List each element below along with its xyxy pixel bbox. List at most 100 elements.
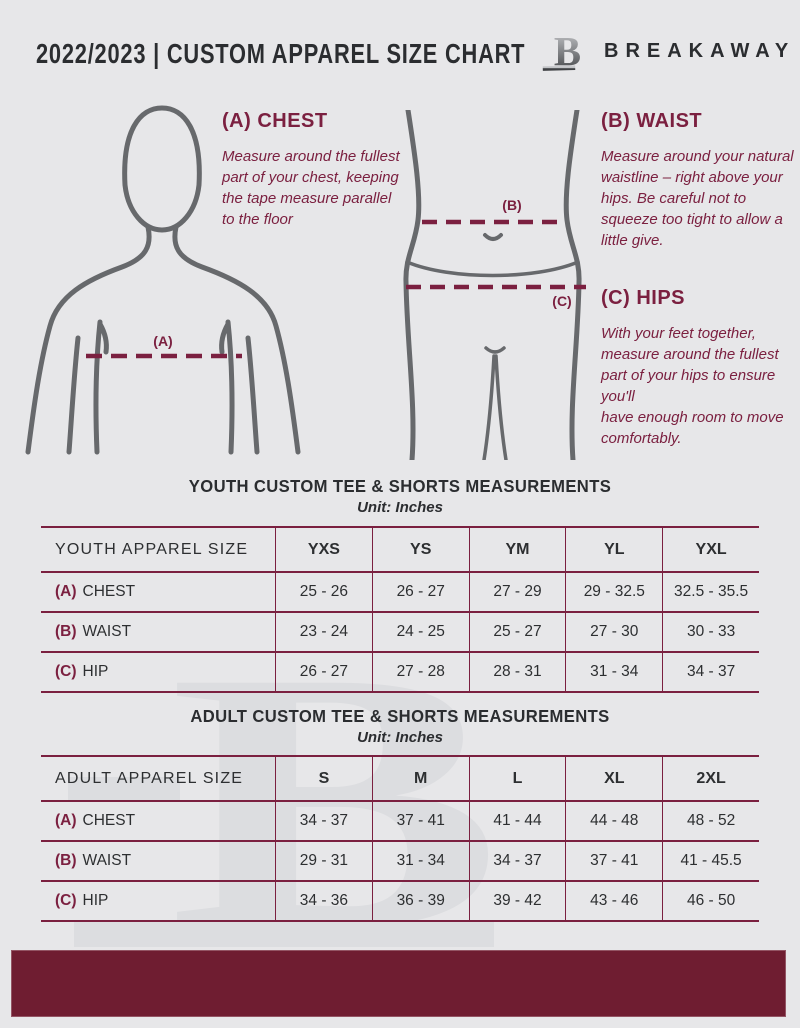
column-header: YM <box>468 528 566 571</box>
table-cell: 41 - 45.5 <box>662 842 759 880</box>
table-cell: 30 - 33 <box>662 613 759 651</box>
hips-instructions: (C) HIPS With your feet together, measur… <box>601 287 797 449</box>
row-label-prefix: (C) <box>55 892 77 909</box>
upper-body-diagram: (A) <box>25 105 301 455</box>
table-cell: 29 - 31 <box>275 842 372 880</box>
table-cell: 41 - 44 <box>468 802 566 840</box>
table-cell: 26 - 27 <box>371 573 469 611</box>
row-label-prefix: (C) <box>55 663 77 680</box>
row-label: (C) HIP <box>41 653 275 691</box>
waist-instructions-text: Measure around your natural waistline – … <box>601 148 794 249</box>
row-label-text: CHEST <box>82 583 136 600</box>
watermark-bar-middle <box>68 777 180 801</box>
column-header: 2XL <box>662 757 759 800</box>
breakaway-logo-icon: B <box>542 29 581 74</box>
table-cell: 27 - 28 <box>371 653 469 691</box>
table-cell: 31 - 34 <box>565 653 662 691</box>
footer-bar <box>11 950 786 1017</box>
page-title: 2022/2023 | CUSTOM APPAREL SIZE CHART <box>36 38 526 69</box>
row-label: (B) WAIST <box>41 613 275 651</box>
watermark-logo: B <box>68 625 502 965</box>
adult-table-header-row: ADULT APPAREL SIZE S M L XL 2XL <box>41 755 759 800</box>
watermark-letter: B <box>169 625 502 965</box>
adult-table-unit: Unit: Inches <box>357 729 443 746</box>
row-label-text: HIP <box>82 663 109 680</box>
lower-body-diagram: (B) (C) <box>403 110 586 460</box>
table-cell: 39 - 42 <box>468 882 566 920</box>
column-header: YS <box>371 528 469 571</box>
youth-table-unit: Unit: Inches <box>357 499 443 516</box>
column-header: YOUTH APPAREL SIZE <box>55 540 249 558</box>
row-label: (A) CHEST <box>41 802 275 840</box>
waist-measure-label: (B) <box>502 197 521 213</box>
row-label-prefix: (B) <box>55 623 77 640</box>
adult-table-title: ADULT CUSTOM TEE & SHORTS MEASUREMENTS <box>190 706 610 726</box>
row-label: (A) CHEST <box>41 573 275 611</box>
brand-name: BREAKAWAY <box>604 39 796 62</box>
column-header: YXL <box>662 528 759 571</box>
logo-bar-base <box>542 65 576 71</box>
waist-instructions: (B) WAIST Measure around your natural wa… <box>601 110 797 251</box>
row-label-prefix: (A) <box>55 812 77 829</box>
table-row: (B) WAIST 23 - 24 24 - 25 25 - 27 27 - 30… <box>41 611 759 651</box>
hips-measure-label: (C) <box>552 293 571 309</box>
table-cell: 25 - 26 <box>275 573 372 611</box>
table-cell: 44 - 48 <box>565 802 662 840</box>
row-label: (C) HIP <box>41 882 275 920</box>
hips-instructions-title: (C) HIPS <box>601 287 685 309</box>
table-row: (A) CHEST 34 - 37 37 - 41 41 - 44 44 - 48… <box>41 800 759 840</box>
table-row: (C) HIP 26 - 27 27 - 28 28 - 31 31 - 34 3… <box>41 651 759 691</box>
row-label-text: CHEST <box>82 812 136 829</box>
table-cell: 48 - 52 <box>662 802 759 840</box>
brand-logo: B BREAKAWAY <box>540 26 795 76</box>
table-cell: 46 - 50 <box>662 882 759 920</box>
table-cell: 37 - 41 <box>371 802 469 840</box>
column-header: S <box>275 757 372 800</box>
watermark-bar-base <box>74 921 494 947</box>
table-cell: 26 - 27 <box>275 653 372 691</box>
chest-measure-label: (A) <box>153 333 172 349</box>
chest-instructions-title: (A) CHEST <box>222 110 328 132</box>
row-label-text: WAIST <box>82 852 132 869</box>
table-cell: 25 - 27 <box>468 613 566 651</box>
table-row: (B) WAIST 29 - 31 31 - 34 34 - 37 37 - 41… <box>41 840 759 880</box>
column-header: M <box>371 757 469 800</box>
column-header: XL <box>565 757 662 800</box>
hips-outline <box>403 110 582 460</box>
column-header: YL <box>565 528 662 571</box>
row-label: (B) WAIST <box>41 842 275 880</box>
table-row: (C) HIP 34 - 36 36 - 39 39 - 42 43 - 46 4… <box>41 880 759 920</box>
table-cell: 34 - 37 <box>468 842 566 880</box>
row-label-prefix: (A) <box>55 583 77 600</box>
youth-size-table: YOUTH APPAREL SIZE YXS YS YM YL YXL (A) C… <box>41 526 759 693</box>
table-cell: 29 - 32.5 <box>565 573 662 611</box>
table-cell: 43 - 46 <box>565 882 662 920</box>
youth-table-header-row: YOUTH APPAREL SIZE YXS YS YM YL YXL <box>41 526 759 571</box>
table-cell: 23 - 24 <box>275 613 372 651</box>
table-cell: 24 - 25 <box>371 613 469 651</box>
table-cell: 31 - 34 <box>371 842 469 880</box>
torso-outline <box>25 105 301 455</box>
table-cell: 34 - 36 <box>275 882 372 920</box>
table-cell: 34 - 37 <box>275 802 372 840</box>
column-header: YXS <box>275 528 372 571</box>
chest-instructions-text: Measure around the fullest part of your … <box>222 148 400 228</box>
table-cell: 27 - 29 <box>468 573 566 611</box>
row-label-text: WAIST <box>82 623 132 640</box>
table-row: (A) CHEST 25 - 26 26 - 27 27 - 29 29 - 32… <box>41 571 759 611</box>
adult-size-table: ADULT APPAREL SIZE S M L XL 2XL (A) CHEST… <box>41 755 759 922</box>
waist-instructions-title: (B) WAIST <box>601 110 703 132</box>
column-header: L <box>468 757 566 800</box>
table-cell: 27 - 30 <box>565 613 662 651</box>
column-header: ADULT APPAREL SIZE <box>55 769 244 787</box>
table-cell: 32.5 - 35.5 <box>662 573 759 611</box>
chest-instructions: (A) CHEST Measure around the fullest par… <box>222 110 400 230</box>
table-cell: 28 - 31 <box>468 653 566 691</box>
row-label-prefix: (B) <box>55 852 77 869</box>
table-cell: 37 - 41 <box>565 842 662 880</box>
row-label-text: HIP <box>82 892 109 909</box>
hips-instructions-text: With your feet together, measure around … <box>601 325 784 447</box>
table-cell: 36 - 39 <box>371 882 469 920</box>
youth-table-title: YOUTH CUSTOM TEE & SHORTS MEASUREMENTS <box>188 476 612 496</box>
